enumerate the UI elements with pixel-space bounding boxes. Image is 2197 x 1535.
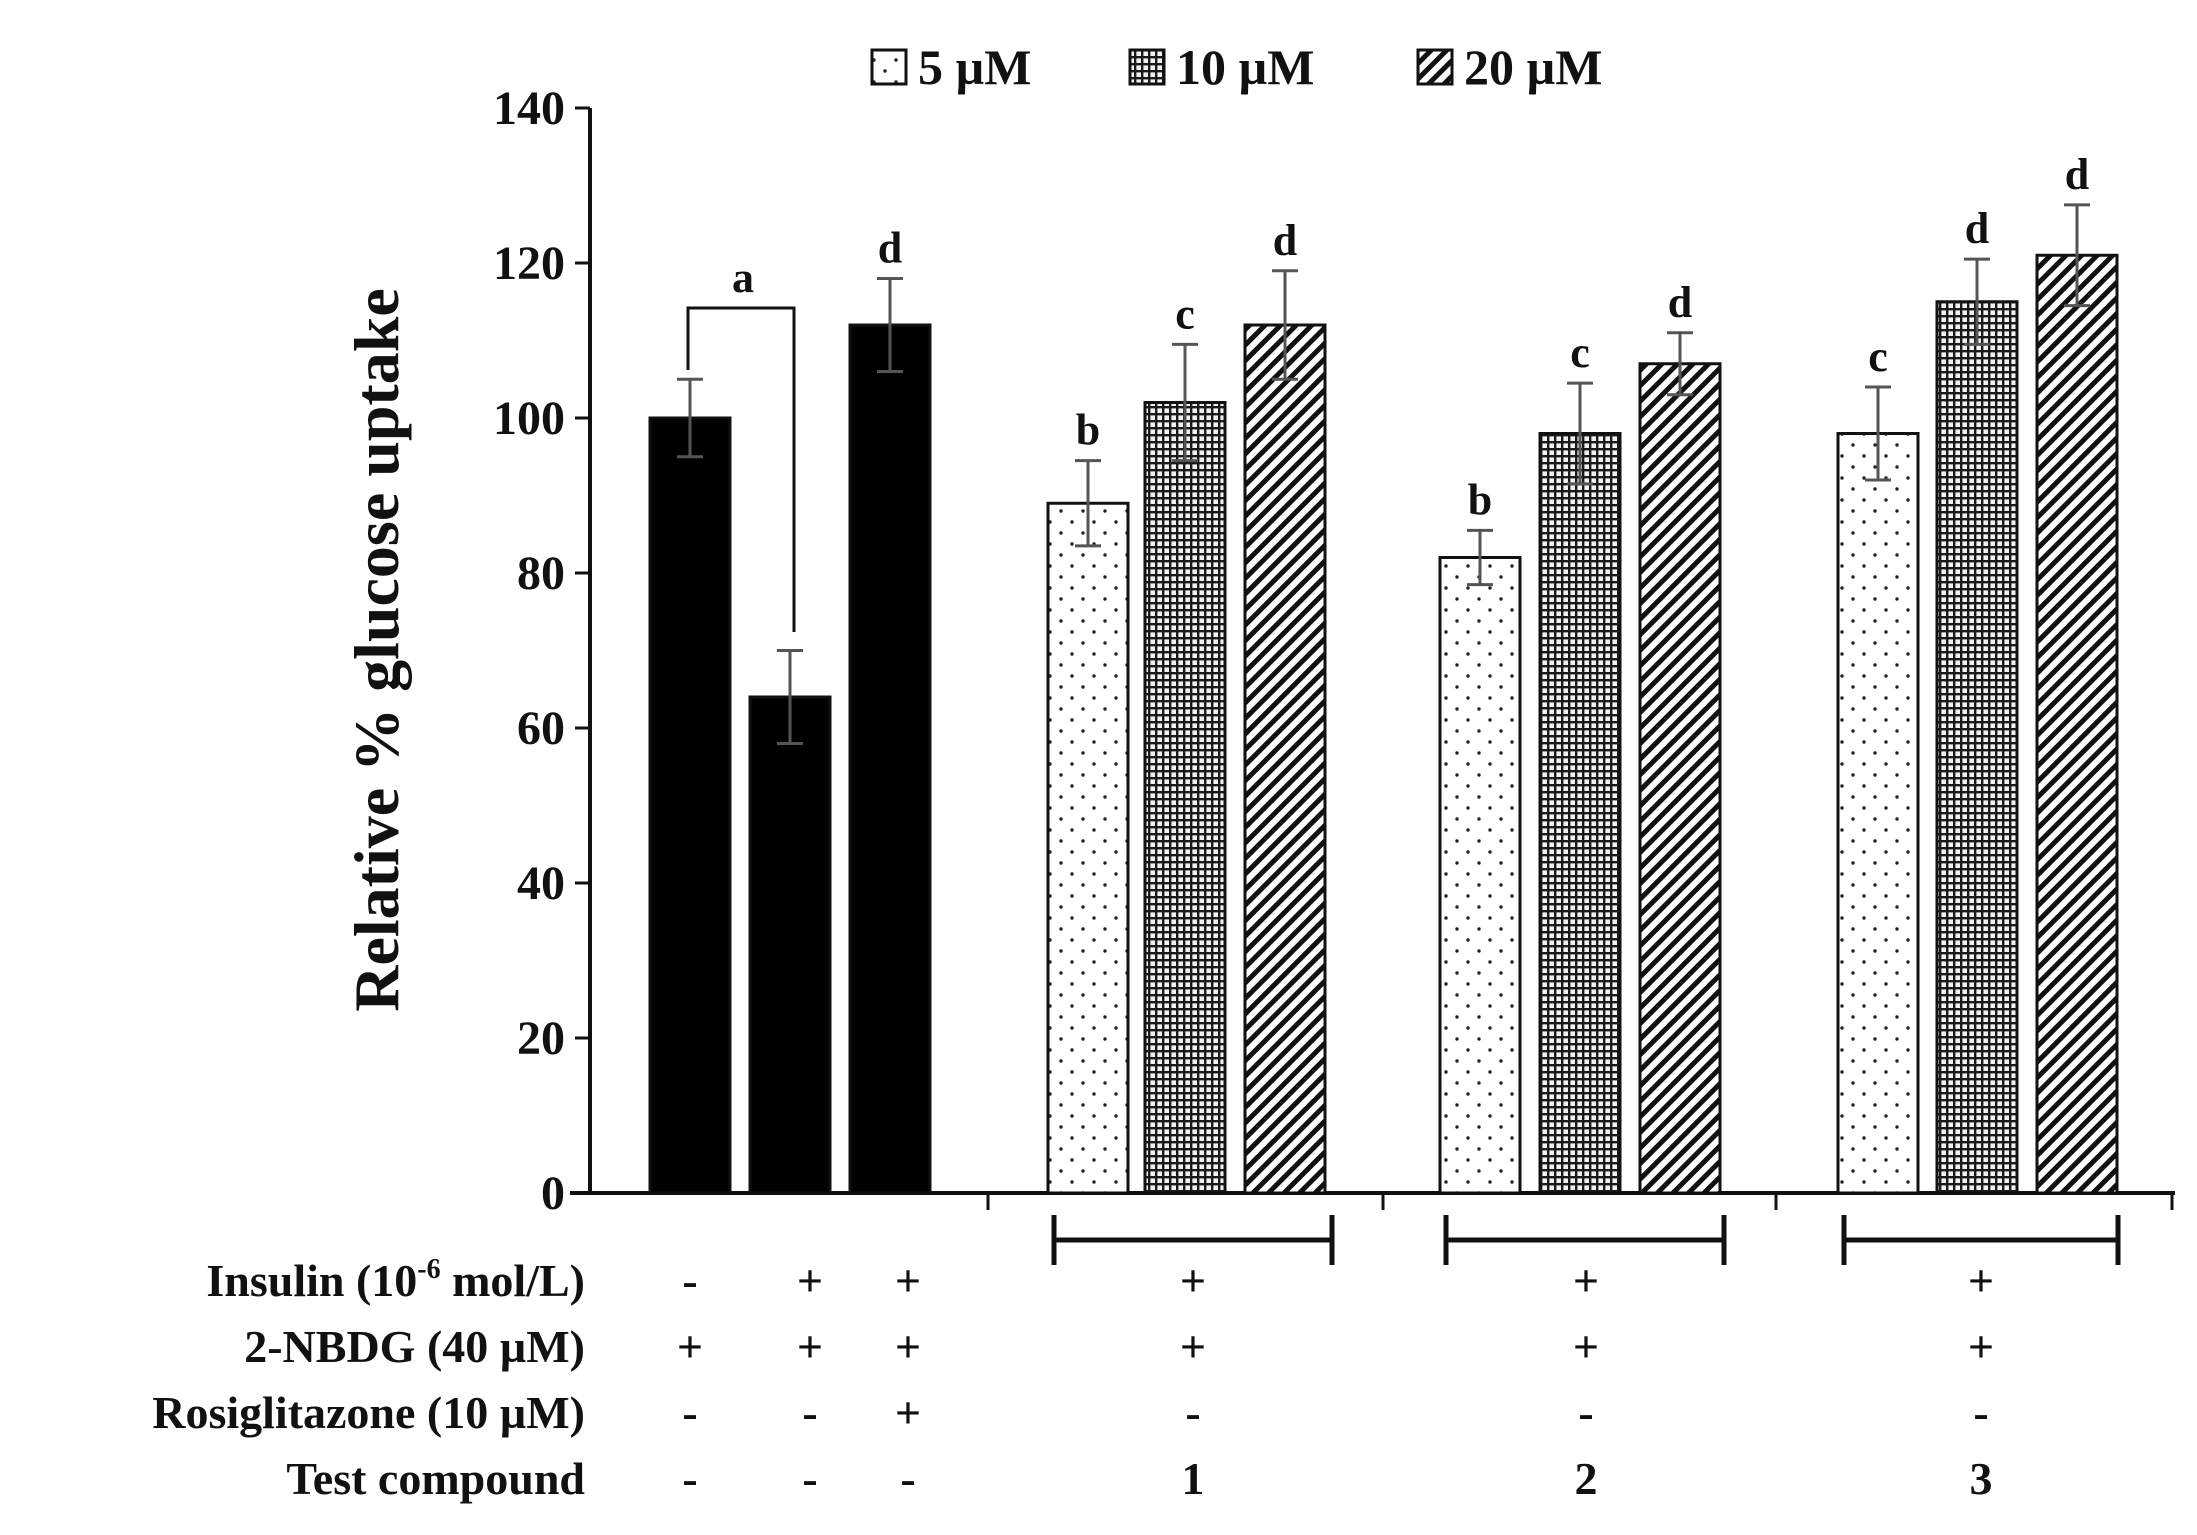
legend-item-5uM: 5 µM (870, 39, 1032, 95)
legend-item-20uM: 20 µM (1416, 39, 1603, 95)
bar (1243, 323, 1327, 1195)
bar (1836, 432, 1920, 1195)
y-tick-label: 20 (517, 1012, 565, 1065)
y-axis-label: Relative % glucose uptake (341, 288, 412, 1012)
bar (848, 323, 932, 1195)
condition-label-test-compound: Test compound (286, 1453, 585, 1504)
condition-value: - (682, 1387, 697, 1438)
condition-value: + (1180, 1321, 1206, 1372)
condition-value: + (1573, 1321, 1599, 1372)
legend-swatch-grid (1128, 48, 1166, 86)
condition-value: + (1968, 1255, 1994, 1306)
condition-value: - (682, 1453, 697, 1504)
condition-label-insulin: Insulin (10-6 mol/L) (206, 1254, 585, 1306)
condition-value: + (895, 1255, 921, 1306)
condition-label-nbdg: 2-NBDG (40 µM) (244, 1321, 585, 1372)
condition-value: - (682, 1255, 697, 1306)
bar (1143, 401, 1227, 1195)
bracket-line (686, 306, 796, 632)
y-tick-label: 120 (493, 237, 565, 290)
condition-value: + (895, 1321, 921, 1372)
group-bracket-compound-2 (1443, 1215, 1727, 1265)
bar (1438, 556, 1522, 1195)
condition-value: + (1968, 1321, 1994, 1372)
bars: d b c d b c d c d d (648, 150, 2119, 1195)
significance-letter: b (1076, 406, 1100, 455)
condition-value: - (1185, 1387, 1200, 1438)
condition-value: + (895, 1387, 921, 1438)
legend-swatch-dots (870, 48, 908, 86)
group-bracket-compound-1 (1051, 1215, 1335, 1265)
significance-letter: d (2065, 150, 2089, 199)
condition-value: 3 (1970, 1453, 1993, 1504)
y-tick-label: 0 (541, 1167, 565, 1220)
condition-label-rosiglitazone: Rosiglitazone (10 µM) (152, 1387, 585, 1438)
legend-label-5uM: 5 µM (918, 39, 1032, 95)
condition-value: + (797, 1321, 823, 1372)
bar (1538, 432, 1622, 1195)
significance-letter: d (1668, 278, 1692, 327)
condition-value: - (802, 1453, 817, 1504)
condition-value: - (900, 1453, 915, 1504)
condition-value: + (797, 1255, 823, 1306)
condition-value: 1 (1182, 1453, 1205, 1504)
significance-letter: d (1273, 216, 1297, 265)
condition-value: - (802, 1387, 817, 1438)
bar (648, 416, 732, 1195)
condition-value: 2 (1575, 1453, 1598, 1504)
group-brackets (1051, 1215, 2121, 1265)
y-tick-label: 60 (517, 702, 565, 755)
bar (748, 695, 832, 1195)
significance-letter: d (878, 224, 902, 273)
bar (1638, 362, 1722, 1195)
bar (2035, 253, 2119, 1195)
x-axis-ticks (986, 1193, 2174, 1210)
condition-value: + (1180, 1255, 1206, 1306)
bar (1046, 501, 1130, 1195)
legend-label-20uM: 20 µM (1464, 39, 1603, 95)
condition-value: + (1573, 1255, 1599, 1306)
significance-letter: d (1965, 204, 1989, 253)
legend-swatch-hatch (1416, 48, 1454, 86)
y-tick-label: 40 (517, 857, 565, 910)
group-bracket-compound-3 (1841, 1215, 2121, 1265)
y-tick-label: 100 (493, 392, 565, 445)
y-tick-label: 140 (493, 82, 565, 135)
y-axis-ticks: 0 20 40 60 80 100 120 140 (493, 82, 590, 1220)
condition-value: - (1578, 1387, 1593, 1438)
legend: 5 µM 10 µM 20 µM (870, 39, 1603, 95)
legend-item-10uM: 10 µM (1128, 39, 1315, 95)
legend-label-10uM: 10 µM (1176, 39, 1315, 95)
bracket-label: a (732, 253, 754, 302)
significance-bracket: a (686, 253, 796, 632)
significance-letter: b (1468, 475, 1492, 524)
condition-table: Insulin (10-6 mol/L) 2-NBDG (40 µM) Rosi… (152, 1254, 1994, 1504)
significance-letter: c (1175, 289, 1195, 338)
condition-value: + (677, 1321, 703, 1372)
y-tick-label: 80 (517, 547, 565, 600)
bar (1935, 300, 2019, 1195)
significance-letter: c (1570, 328, 1590, 377)
significance-letter: c (1868, 332, 1888, 381)
condition-value: - (1973, 1387, 1988, 1438)
